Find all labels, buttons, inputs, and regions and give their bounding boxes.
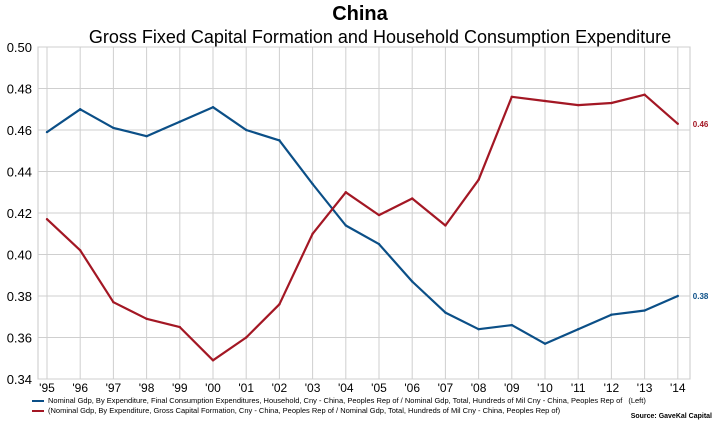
end-labels: 0.38 0.46: [693, 120, 709, 301]
data-point: [610, 101, 613, 105]
y-tick-label: 0.38: [7, 289, 32, 304]
data-point: [411, 197, 414, 200]
x-tick-label: '97: [106, 381, 122, 395]
data-point: [112, 126, 115, 130]
data-point: [477, 328, 480, 331]
data-point: [45, 218, 49, 221]
data-point: [543, 342, 547, 345]
x-tick-label: '95: [39, 381, 55, 395]
data-point: [377, 242, 381, 246]
y-tick-label: 0.44: [7, 165, 32, 180]
x-tick-label: '09: [504, 381, 520, 395]
x-tick-label: '11: [571, 381, 586, 395]
data-point: [444, 224, 447, 227]
series-line-0: [46, 106, 679, 345]
data-point: [145, 135, 148, 138]
x-tick-label: '03: [305, 381, 321, 395]
legend-item-household-consumption: Nominal Gdp, By Expenditure, Final Consu…: [32, 396, 712, 406]
data-point: [344, 224, 347, 227]
x-tick-label: '96: [72, 381, 88, 395]
x-tick-label: '99: [172, 381, 188, 395]
data-point: [510, 95, 513, 99]
legend-axis-note: (Left): [628, 396, 646, 405]
legend-item-gross-capital-formation: (Nominal Gdp, By Expenditure, Gross Capi…: [32, 406, 712, 416]
x-tick-label: '00: [205, 381, 221, 395]
y-axis: 0.34 0.36 0.38 0.40 0.42 0.44 0.46 0.48 0.50: [7, 40, 32, 387]
data-point: [245, 336, 248, 339]
data-point: [444, 311, 447, 314]
y-tick-label: 0.46: [7, 123, 32, 138]
source-note: Source: GaveKal Capital: [630, 413, 712, 420]
x-axis: '95 '96 '97 '98 '99 '00 '01 '02 '03 '04 '05 '06 '07 '…: [39, 381, 686, 395]
legend-swatch-blue: [32, 400, 44, 402]
chart-subtitle: Gross Fixed Capital Formation and Househ…: [88, 27, 672, 47]
data-point: [211, 105, 215, 109]
data-point: [145, 317, 148, 321]
data-point: [643, 93, 646, 96]
data-point: [278, 303, 281, 306]
data-point: [676, 122, 679, 125]
x-tick-label: '08: [471, 381, 487, 395]
y-tick-label: 0.34: [7, 372, 32, 387]
data-point: [112, 301, 115, 304]
y-tick-label: 0.48: [7, 82, 32, 97]
data-point: [510, 323, 513, 327]
end-value-label: 0.46: [693, 120, 709, 129]
data-point: [577, 103, 580, 107]
chart-title: China: [332, 3, 388, 25]
data-point: [178, 120, 181, 123]
x-tick-label: '07: [438, 381, 454, 395]
data-point: [278, 139, 281, 142]
chart-legend: Nominal Gdp, By Expenditure, Final Consu…: [32, 396, 712, 416]
x-tick-label: '01: [238, 381, 254, 395]
x-tick-label: '13: [637, 381, 653, 395]
x-tick-label: '06: [404, 381, 420, 395]
data-point: [311, 232, 314, 235]
data-point: [676, 294, 679, 298]
data-point: [79, 108, 82, 111]
y-tick-label: 0.40: [7, 248, 32, 263]
data-point: [178, 325, 181, 329]
data-point: [543, 99, 547, 103]
legend-label: Nominal Gdp, By Expenditure, Final Consu…: [48, 396, 623, 405]
data-point: [45, 130, 49, 134]
data-point: [577, 328, 580, 331]
y-tick-label: 0.36: [7, 331, 32, 346]
data-point: [411, 280, 414, 283]
data-point: [610, 313, 613, 316]
series-line-1: [46, 93, 679, 362]
data-point: [377, 213, 381, 217]
legend-label: (Nominal Gdp, By Expenditure, Gross Capi…: [48, 406, 561, 415]
x-tick-label: '14: [670, 381, 686, 395]
data-point: [311, 182, 314, 186]
data-point: [344, 191, 347, 194]
data-point: [643, 309, 646, 312]
end-value-label: 0.38: [693, 292, 709, 301]
data-point: [79, 249, 82, 252]
legend-swatch-red: [32, 410, 44, 412]
x-tick-label: '10: [537, 381, 553, 395]
data-point: [245, 128, 248, 132]
x-tick-label: '98: [139, 381, 155, 395]
chart-grid: [37, 46, 691, 380]
data-point: [211, 359, 215, 362]
x-tick-label: '04: [338, 381, 354, 395]
y-tick-label: 0.42: [7, 206, 32, 221]
x-tick-label: '05: [371, 381, 387, 395]
y-tick-label: 0.50: [7, 40, 32, 55]
data-point: [477, 178, 480, 181]
chart-series: [45, 93, 679, 362]
x-tick-label: '12: [604, 381, 620, 395]
x-tick-label: '02: [272, 381, 288, 395]
